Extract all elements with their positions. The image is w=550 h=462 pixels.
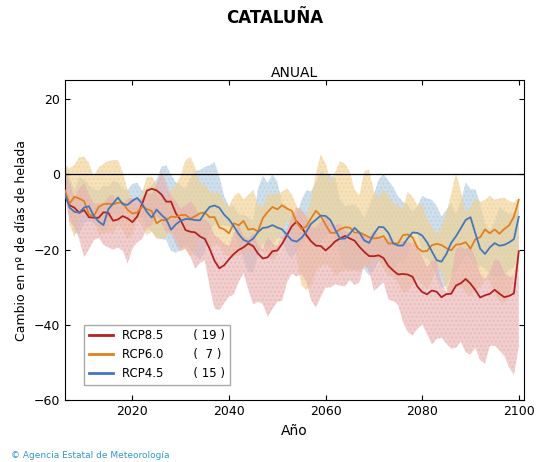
Legend: RCP8.5        ( 19 ), RCP6.0        (  7 ), RCP4.5        ( 15 ): RCP8.5 ( 19 ), RCP6.0 ( 7 ), RCP4.5 ( 15… [85,325,230,385]
Title: ANUAL: ANUAL [271,67,318,80]
Y-axis label: Cambio en nº de días de helada: Cambio en nº de días de helada [15,140,28,341]
X-axis label: Año: Año [281,424,307,438]
Text: © Agencia Estatal de Meteorología: © Agencia Estatal de Meteorología [11,451,169,460]
Text: CATALUÑA: CATALUÑA [227,9,323,27]
